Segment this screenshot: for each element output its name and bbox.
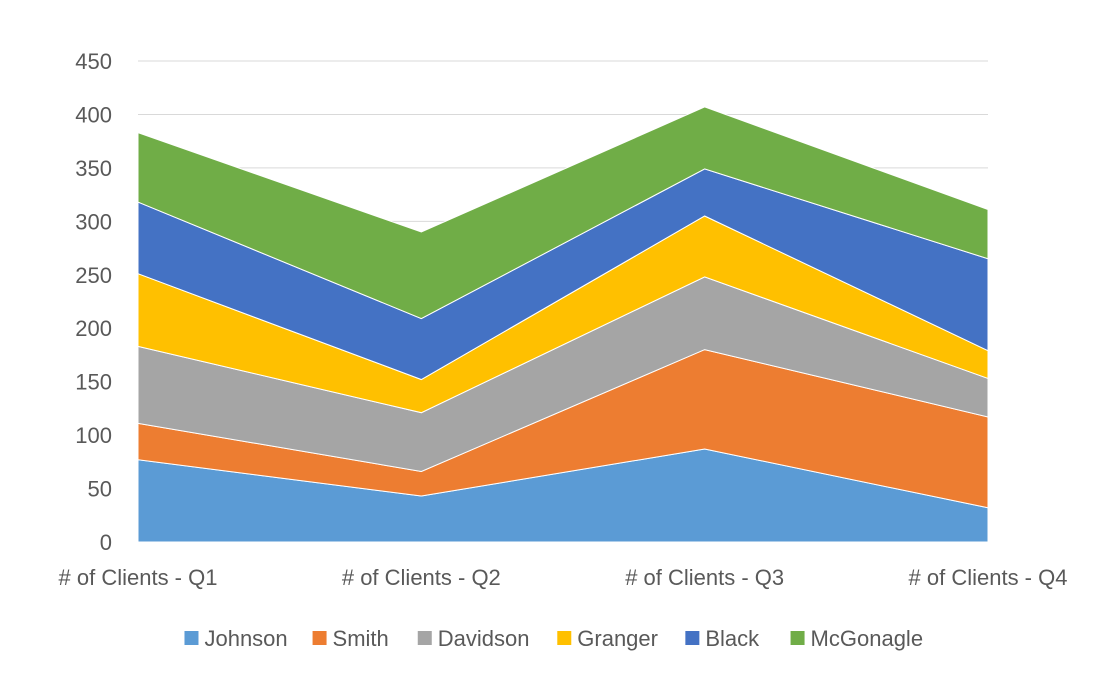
y-tick-label: 0: [100, 530, 112, 555]
legend-label: Smith: [333, 626, 389, 651]
legend-swatch: [557, 631, 572, 645]
y-tick-label: 400: [75, 102, 112, 127]
y-tick-label: 150: [75, 370, 112, 395]
legend-label: Granger: [577, 626, 658, 651]
plot-areas: [137, 106, 989, 543]
x-category-label: # of Clients - Q3: [625, 565, 784, 590]
legend-label: McGonagle: [811, 626, 924, 651]
x-category-label: # of Clients - Q4: [909, 565, 1068, 590]
y-tick-label: 200: [75, 316, 112, 341]
legend: Johnson Smith Davidson Granger Black McGonagl…: [184, 626, 923, 651]
legend-swatch: [790, 631, 805, 645]
x-axis-labels: # of Clients - Q1 # of Clients - Q2 # of C…: [59, 565, 1068, 590]
y-tick-label: 300: [75, 209, 112, 234]
legend-item-davidson: Davidson: [417, 626, 530, 651]
y-tick-label: 50: [88, 477, 112, 502]
legend-item-granger: Granger: [557, 626, 658, 651]
y-tick-label: 250: [75, 263, 112, 288]
legend-item-black: Black: [685, 626, 760, 651]
legend-item-smith: Smith: [312, 626, 389, 651]
legend-item-johnson: Johnson: [184, 626, 288, 651]
y-axis-ticks: 0 50 100 150 200 250 300 350 400 450: [75, 49, 112, 555]
legend-swatch: [417, 631, 432, 645]
legend-swatch: [312, 631, 327, 645]
x-category-label: # of Clients - Q2: [342, 565, 501, 590]
legend-label: Black: [705, 626, 760, 651]
legend-swatch: [685, 631, 700, 645]
y-tick-label: 350: [75, 156, 112, 181]
y-tick-label: 100: [75, 423, 112, 448]
legend-label: Davidson: [438, 626, 530, 651]
area-series-mcgonagle: [137, 106, 989, 320]
x-category-label: # of Clients - Q1: [59, 565, 218, 590]
y-tick-label: 450: [75, 49, 112, 74]
legend-swatch: [184, 631, 199, 645]
legend-item-mcgonagle: McGonagle: [790, 626, 924, 651]
legend-label: Johnson: [204, 626, 287, 651]
